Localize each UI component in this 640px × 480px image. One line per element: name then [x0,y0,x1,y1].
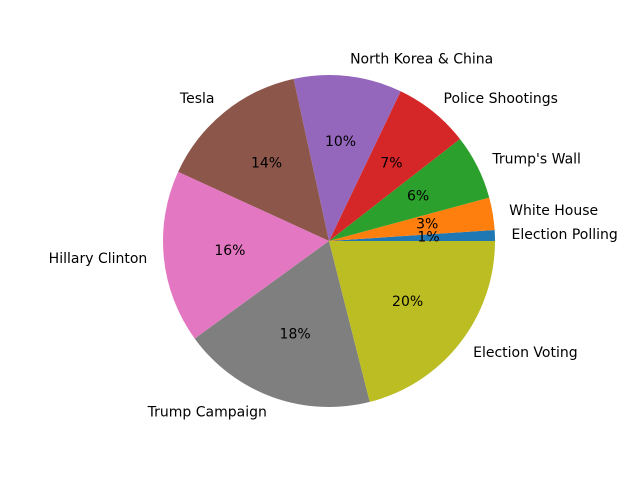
percent-label: 14% [251,155,282,171]
pie-slice [329,230,495,241]
category-label: Election Polling [512,227,618,243]
category-label: Election Voting [473,345,578,361]
pie-slice [329,91,460,241]
pie-slice [163,171,329,339]
percent-label: 20% [392,294,423,310]
category-label: Trump Campaign [147,405,267,421]
category-labels-layer: Election Polling White House Trump's Wall P… [49,52,618,421]
percent-label: 1% [417,230,439,246]
percent-labels-layer: 1%3% 6% 7% 10% 14% 16% 18% 20% [214,134,439,343]
percent-label: 10% [325,134,356,150]
percent-label: 3% [416,217,438,233]
pie-slice [329,241,495,402]
pie-slice [293,75,401,241]
pie-slice [329,139,490,241]
pie-slice [178,78,329,241]
percent-label: 16% [214,243,245,259]
category-label: White House [509,203,598,219]
category-label: Trump's Wall [491,151,581,167]
percent-label: 7% [380,155,402,171]
category-label: North Korea & China [350,52,493,68]
pie-slice [194,241,370,407]
category-label: Tesla [179,91,215,107]
pie-slice [329,197,495,241]
percent-label: 6% [407,189,429,205]
category-label: Police Shootings [444,91,558,107]
percent-label: 18% [280,327,311,343]
slices-layer [163,75,495,407]
category-label: Hillary Clinton [49,251,148,267]
